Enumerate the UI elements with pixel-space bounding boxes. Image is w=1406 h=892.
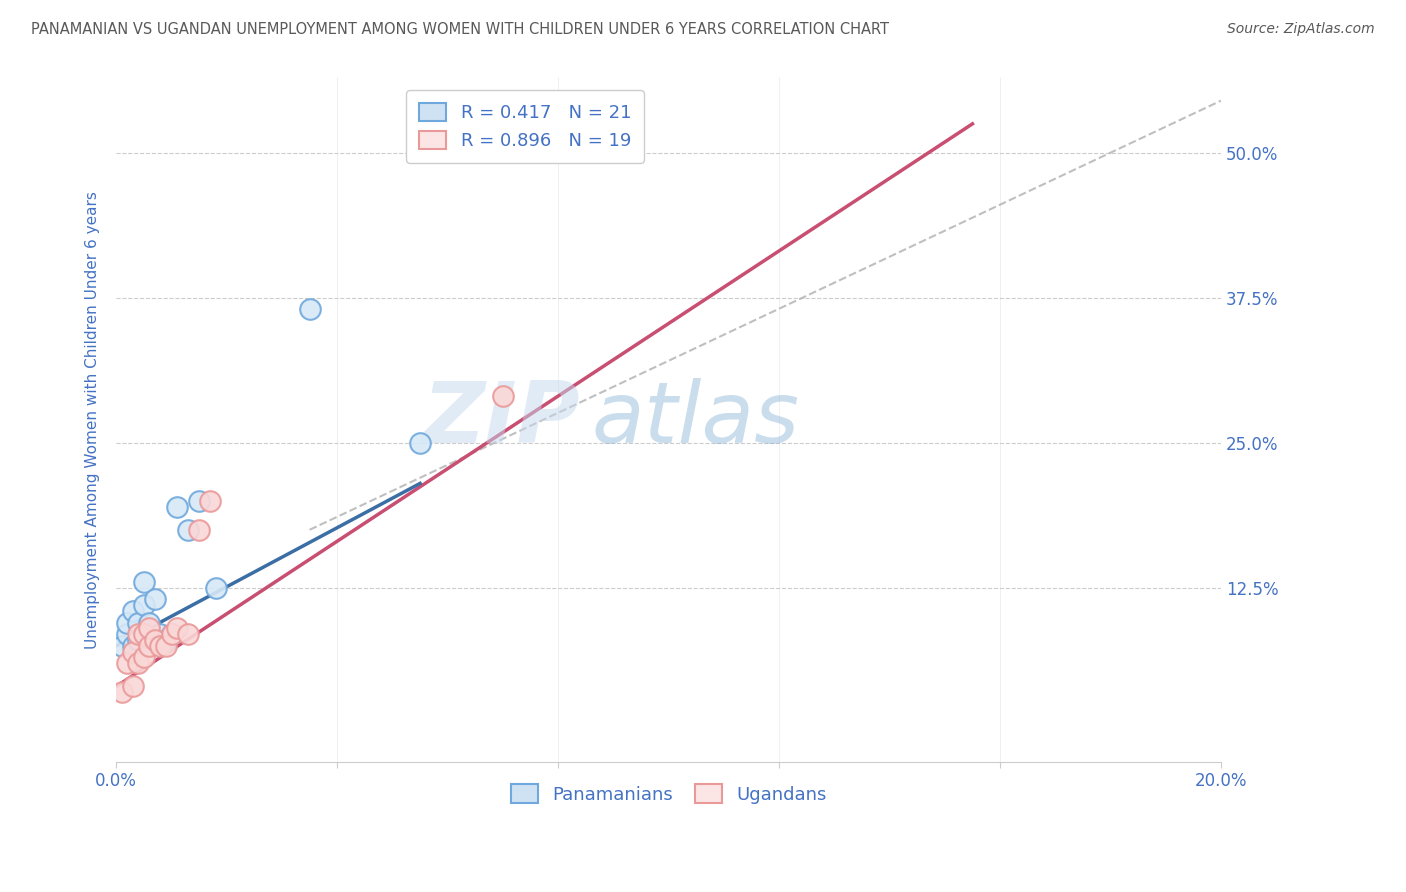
Point [138, 632, 160, 647]
Point [160, 627, 183, 641]
Text: PANAMANIAN VS UGANDAN UNEMPLOYMENT AMONG WOMEN WITH CHILDREN UNDER 6 YEARS CORRE: PANAMANIAN VS UGANDAN UNEMPLOYMENT AMONG… [31, 22, 889, 37]
Point [492, 389, 515, 403]
Point [188, 523, 211, 537]
Point [198, 493, 221, 508]
Point [160, 627, 183, 641]
Point [204, 581, 226, 595]
Point [149, 627, 172, 641]
Point [138, 621, 160, 635]
Text: ZIP: ZIP [423, 378, 581, 461]
Point [132, 574, 155, 589]
Point [111, 639, 134, 653]
Point [127, 615, 149, 630]
Point [117, 615, 139, 630]
Point [121, 644, 143, 658]
Point [132, 650, 155, 665]
Point [111, 685, 134, 699]
Text: Source: ZipAtlas.com: Source: ZipAtlas.com [1227, 22, 1375, 37]
Point [121, 604, 143, 618]
Text: atlas: atlas [592, 378, 800, 461]
Point [138, 615, 160, 630]
Point [409, 435, 432, 450]
Point [127, 627, 149, 641]
Point [138, 639, 160, 653]
Point [127, 656, 149, 670]
Point [177, 523, 200, 537]
Point [188, 493, 211, 508]
Y-axis label: Unemployment Among Women with Children Under 6 years: Unemployment Among Women with Children U… [86, 191, 100, 648]
Point [298, 302, 321, 317]
Point [117, 627, 139, 641]
Point [121, 639, 143, 653]
Point [166, 500, 188, 514]
Point [155, 639, 177, 653]
Point [117, 656, 139, 670]
Point [132, 627, 155, 641]
Point [149, 639, 172, 653]
Point [177, 627, 200, 641]
Legend: Panamanians, Ugandans: Panamanians, Ugandans [501, 773, 838, 814]
Point [143, 592, 166, 607]
Point [132, 598, 155, 612]
Point [121, 679, 143, 693]
Point [166, 621, 188, 635]
Point [127, 632, 149, 647]
Point [155, 632, 177, 647]
Point [143, 632, 166, 647]
